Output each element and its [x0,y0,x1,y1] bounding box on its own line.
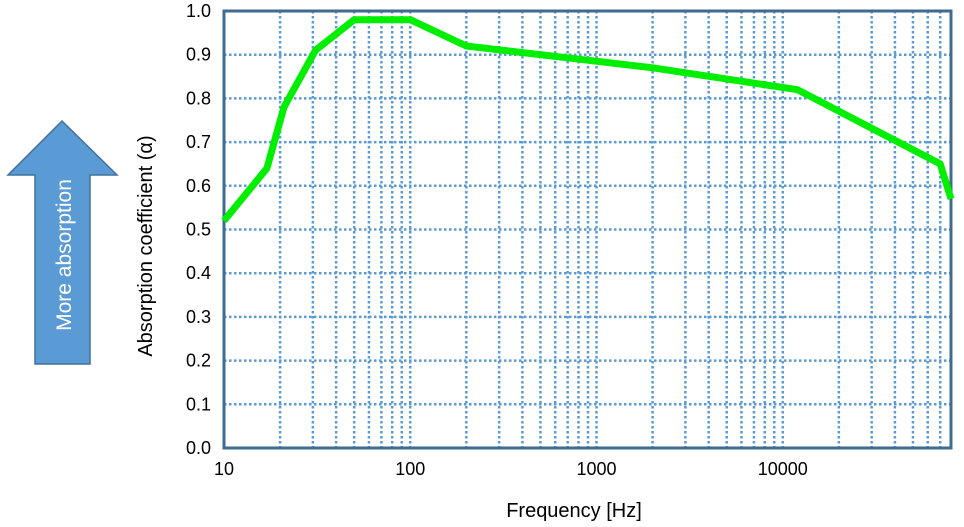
series-layer [221,16,955,224]
grid [224,11,951,448]
x-tick-label: 10 [214,459,234,479]
y-tick-label: 1.0 [186,1,211,21]
y-tick-label: 0.3 [186,307,211,327]
y-tick-label: 0.9 [186,45,211,65]
arrow-label: More absorption [53,179,76,331]
y-tick-label: 0.0 [186,438,211,458]
y-tick-label: 0.8 [186,88,211,108]
series-line-absorption [221,16,955,224]
y-axis-title: Absorption coefficient (α) [135,135,157,356]
plot-border [222,9,953,450]
y-tick-label: 0.6 [186,176,211,196]
absorption-arrow: More absorption [6,119,119,365]
axis-titles: Frequency [Hz] Absorption coefficient (α… [135,135,642,522]
y-tick-label: 0.7 [186,132,211,152]
y-tick-label: 0.1 [186,394,211,414]
x-tick-label: 10000 [758,459,808,479]
y-tick-label: 0.4 [186,263,211,283]
x-tick-label: 1000 [577,459,617,479]
x-axis-title: Frequency [Hz] [506,500,642,522]
y-tick-label: 0.2 [186,351,211,371]
x-tick-label: 100 [395,459,425,479]
arrow-shape [6,119,119,365]
y-tick-label: 0.5 [186,220,211,240]
plot-frame [222,9,953,450]
tick-labels: 0.0 0.1 0.2 0.3 0.4 0.5 0.6 0.7 0.8 0.9 1.0 10 100 10… [186,1,808,479]
